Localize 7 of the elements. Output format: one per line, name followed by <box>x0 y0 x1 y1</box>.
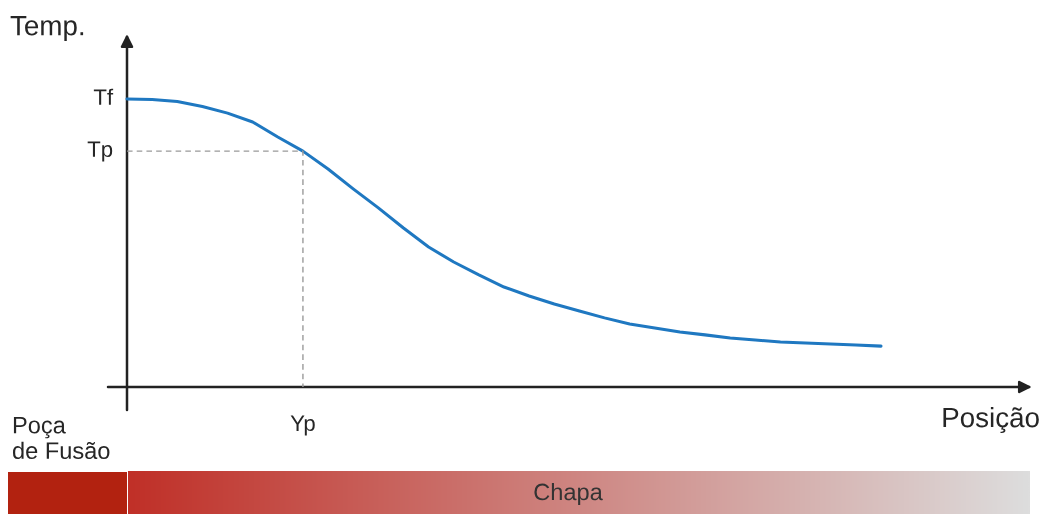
text: Poça de Fusão <box>12 417 110 460</box>
ref-line-label: Tp <box>87 141 113 162</box>
text: Chapa <box>534 482 603 505</box>
x-axis-title: Posição <box>943 406 1039 434</box>
text: Tf <box>93 88 114 105</box>
text: Yp <box>290 415 315 436</box>
y-axis-title: Temp. <box>10 16 84 41</box>
